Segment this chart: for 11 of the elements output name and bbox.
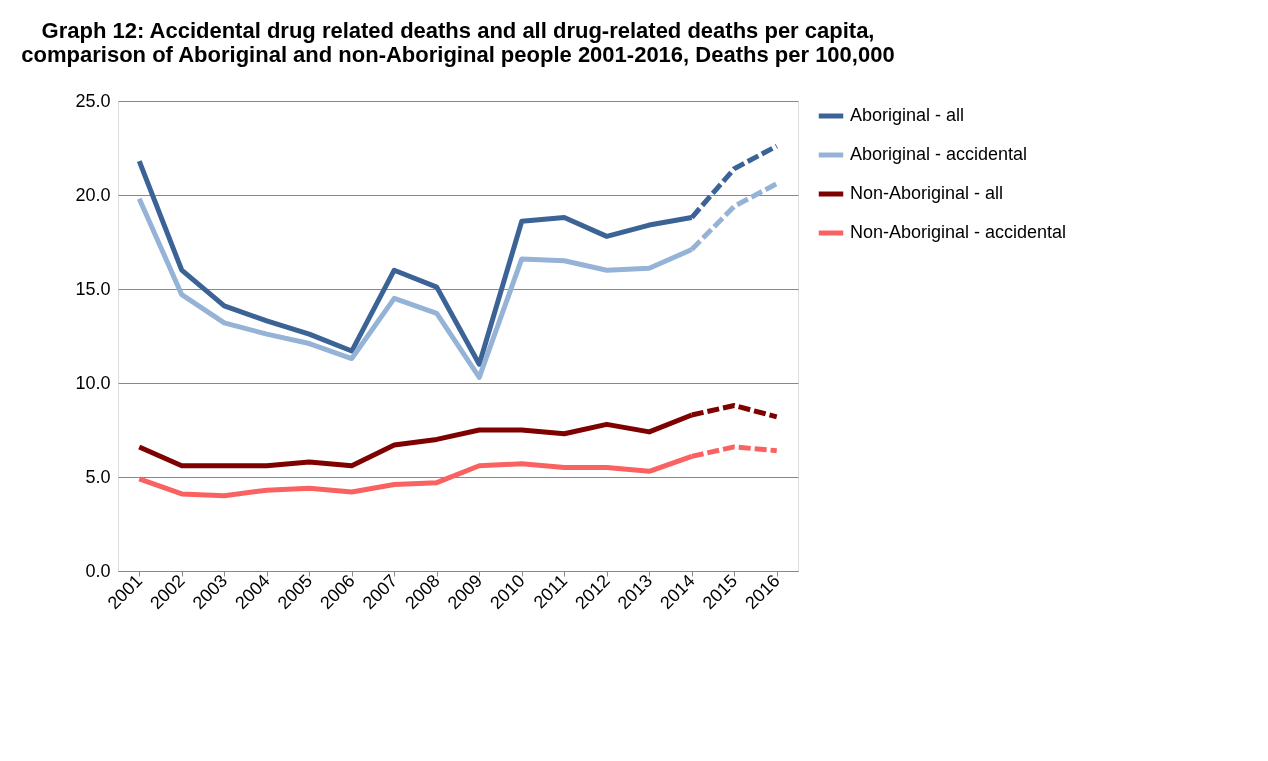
y-tick-label: 0.0 <box>85 560 111 581</box>
y-tick-label: 15.0 <box>75 278 111 299</box>
legend-label: Aboriginal - all <box>850 105 965 125</box>
chart-title: Graph 12: Accidental drug related deaths and all drug-related deaths per capita, comparison of Aboriginal and non-Aboriginal people 2001-2016, Deaths per 100,000 <box>21 18 895 67</box>
y-tick-label: 20.0 <box>75 184 111 205</box>
y-tick-label: 10.0 <box>75 372 111 393</box>
y-tick-label: 25.0 <box>75 90 111 111</box>
legend-label: Non-Aboriginal - all <box>850 183 1004 203</box>
legend-label: Aboriginal - accidental <box>850 144 1028 164</box>
legend-label: Non-Aboriginal - accidental <box>850 222 1067 242</box>
y-tick-label: 5.0 <box>85 466 111 487</box>
